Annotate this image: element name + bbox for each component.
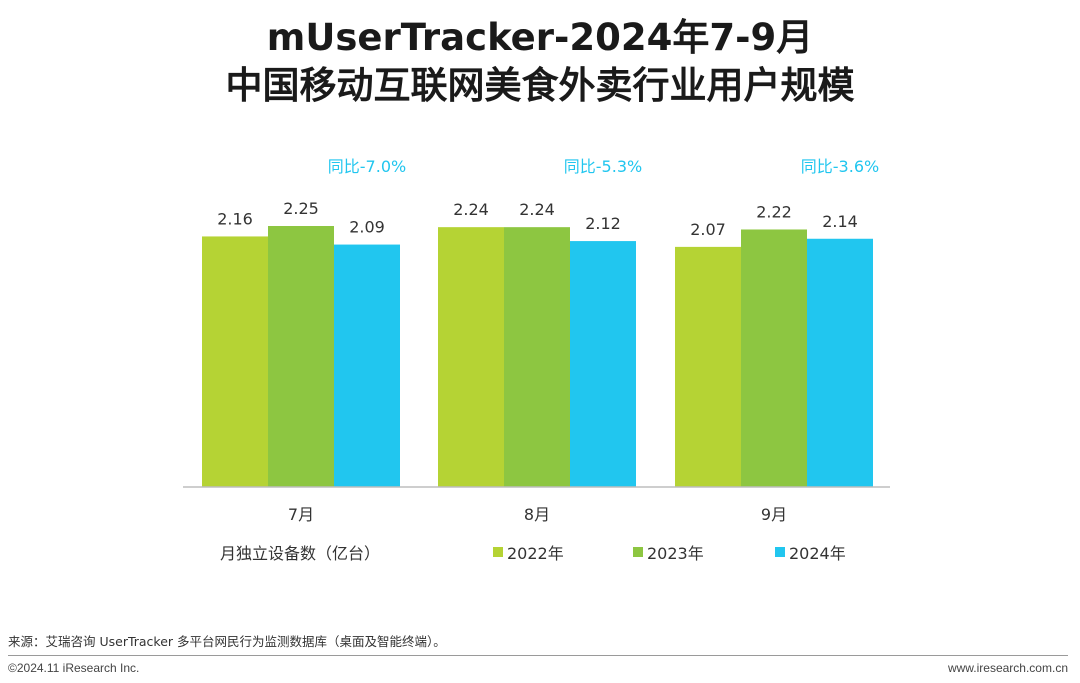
value-label: 2.07 [690, 220, 726, 239]
bar-2-1 [438, 227, 504, 487]
bar-1-2 [268, 226, 334, 487]
bar-3-3 [807, 238, 873, 487]
value-label: 2.22 [756, 202, 792, 221]
legend-swatch [633, 547, 643, 557]
legend: 2022年 2023年 2024年 [493, 544, 846, 563]
chart-title: mUserTracker-2024年7-9月 中国移动互联网美食外卖行业用户规模 [0, 14, 1080, 110]
category-label: 7月 [288, 505, 314, 524]
value-label: 2.12 [585, 214, 621, 233]
legend-label: 2022年 [507, 544, 564, 563]
value-label: 2.16 [217, 209, 253, 228]
yoy-label: 同比-5.3% [564, 157, 642, 176]
footer-divider [8, 655, 1068, 656]
yoy-label: 同比-7.0% [328, 157, 406, 176]
labels-layer: 2.16 2.25 2.09 同比-7.0% 7月 2.24 2.24 2.12 同比-5.3%… [217, 157, 879, 524]
value-label: 2.09 [349, 218, 385, 237]
value-label: 2.14 [822, 212, 858, 231]
chart-title-line-2: 中国移动互联网美食外卖行业用户规模 [225, 64, 855, 107]
bar-chart: 2.16 2.25 2.09 同比-7.0% 7月 2.24 2.24 2.12 同比-5.3%… [183, 157, 890, 563]
website-link[interactable]: www.iresearch.com.cn [947, 661, 1068, 675]
unit-label: 月独立设备数（亿台） [220, 544, 380, 563]
legend-swatch [493, 547, 503, 557]
legend-label: 2023年 [647, 544, 704, 563]
category-label: 8月 [524, 505, 550, 524]
bar-2-2 [504, 227, 570, 487]
value-label: 2.24 [453, 200, 489, 219]
category-label: 9月 [761, 505, 787, 524]
legend-swatch [775, 547, 785, 557]
yoy-label: 同比-3.6% [801, 157, 879, 176]
bar-3-1 [675, 246, 741, 487]
bar-2-3 [570, 241, 636, 487]
value-label: 2.25 [283, 199, 319, 218]
source-note: 来源：艾瑞咨询 UserTracker 多平台网民行为监测数据库（桌面及智能终端… [8, 634, 446, 649]
chart-title-line-1: mUserTracker-2024年7-9月 [266, 16, 814, 59]
copyright-text: ©2024.11 iResearch Inc. [8, 661, 140, 675]
bar-1-3 [334, 244, 400, 487]
value-label: 2.24 [519, 200, 555, 219]
bar-1-1 [202, 236, 268, 487]
bar-3-2 [741, 229, 807, 488]
legend-label: 2024年 [789, 544, 846, 563]
bars-layer [202, 226, 873, 488]
